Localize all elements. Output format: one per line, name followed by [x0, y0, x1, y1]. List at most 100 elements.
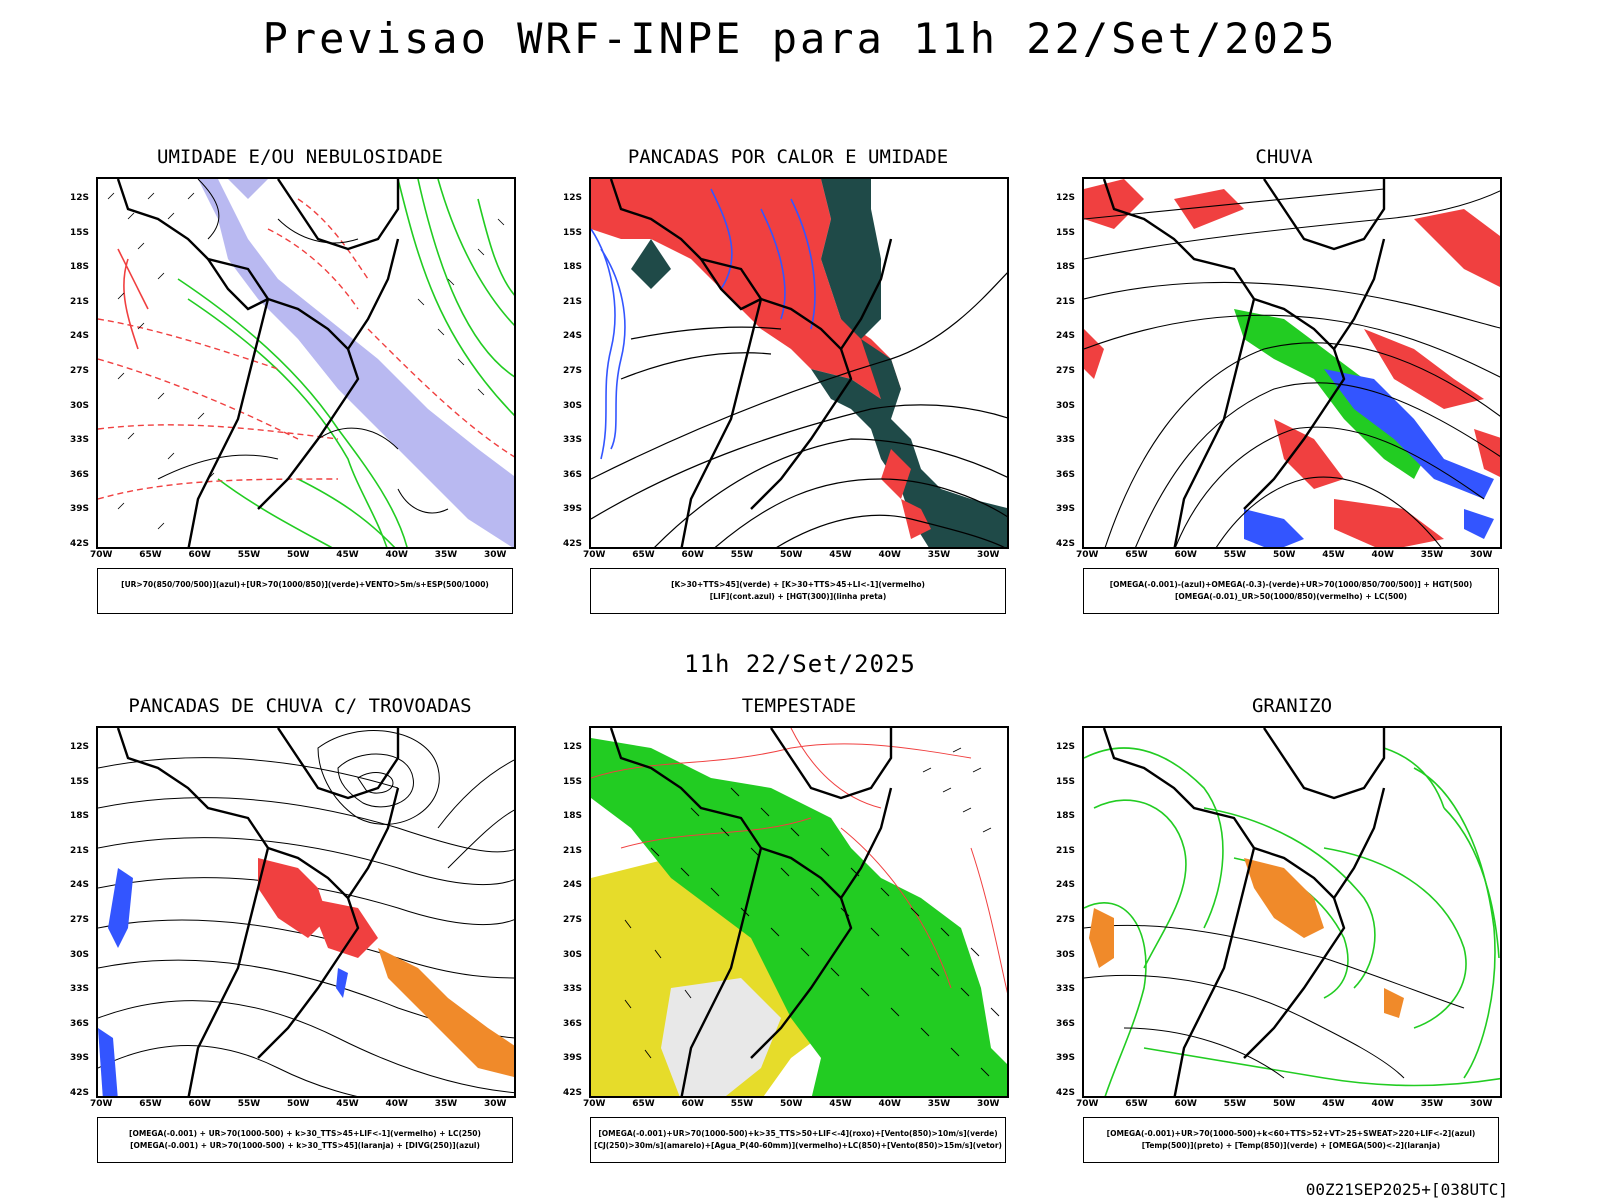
- longitude-tick-label: 35W: [1420, 550, 1444, 560]
- longitude-tick-label: 70W: [583, 1099, 606, 1109]
- latitude-tick-label: 21S: [563, 296, 583, 307]
- latitude-tick-label: 42S: [563, 1088, 583, 1098]
- longitude-tick-label: 40W: [1371, 550, 1394, 560]
- latitude-tick-label: 21S: [1056, 845, 1076, 856]
- latitude-tick-label: 30S: [70, 949, 90, 960]
- legend-chuva: [OMEGA(-0.001)-(azul)+OMEGA(-0.3)-(verde…: [1083, 568, 1499, 614]
- latitude-tick-label: 24S: [70, 880, 90, 891]
- longitude-tick-label: 40W: [878, 1099, 901, 1109]
- legend-line-1: [OMEGA(-0.001) + UR>70(1000-500) + k>30_…: [129, 1129, 481, 1138]
- latitude-tick-label: 27S: [563, 915, 583, 925]
- legend-line-2: [OMEGA(-0.001) + UR>70(1000-500) + k>30_…: [130, 1141, 480, 1150]
- longitude-tick-label: 55W: [730, 550, 754, 560]
- legend-line-1: [UR>70(850/700/500)](azul)+[UR>70(1000/8…: [121, 580, 489, 589]
- longitude-tick-label: 30W: [484, 1099, 507, 1109]
- longitude-tick-label: 55W: [1223, 550, 1247, 560]
- longitude-tick-label: 60W: [1174, 550, 1197, 560]
- longitude-tick-label: 50W: [287, 550, 310, 560]
- latitude-tick-label: 12S: [1056, 742, 1076, 752]
- latitude-tick-label: 33S: [563, 984, 583, 995]
- legend-line-2: [CJ(250)>30m/s](amarelo)+[Agua_P(40-60mm…: [594, 1141, 1002, 1150]
- latitude-tick-label: 30S: [563, 400, 583, 411]
- forecast-time-label: 11h 22/Set/2025: [684, 650, 916, 678]
- longitude-tick-label: 60W: [188, 550, 211, 560]
- longitude-tick-label: 40W: [385, 1099, 408, 1109]
- map-tempestade: [589, 726, 1009, 1098]
- latitude-tick-label: 21S: [1056, 296, 1076, 307]
- latitude-tick-label: 24S: [1056, 331, 1076, 342]
- latitude-tick-label: 27S: [70, 366, 90, 376]
- longitude-tick-label: 65W: [1125, 1099, 1148, 1109]
- legend-granizo: [OMEGA(-0.001)+UR>70(1000-500)+k<60+TTS>…: [1083, 1117, 1499, 1163]
- latitude-tick-label: 18S: [563, 262, 583, 273]
- latitude-tick-label: 39S: [1056, 1053, 1076, 1064]
- latitude-tick-label: 24S: [70, 331, 90, 342]
- longitude-tick-label: 45W: [1322, 1099, 1345, 1109]
- longitude-tick-label: 45W: [336, 1099, 359, 1109]
- map-umidade: [96, 177, 516, 549]
- latitude-tick-label: 30S: [70, 400, 90, 411]
- latitude-tick-label: 30S: [563, 949, 583, 960]
- longitude-tick-label: 40W: [1371, 1099, 1394, 1109]
- longitude-tick-label: 65W: [632, 550, 655, 560]
- legend-line-1: [K>30+TTS>45](verde) + [K>30+TTS>45+LI<-…: [671, 580, 925, 589]
- latitude-tick-label: 24S: [563, 331, 583, 342]
- longitude-tick-label: 35W: [1420, 1099, 1444, 1109]
- latitude-tick-label: 36S: [1056, 469, 1076, 480]
- legend-line-1: [OMEGA(-0.001)-(azul)+OMEGA(-0.3)-(verde…: [1109, 580, 1473, 589]
- longitude-tick-label: 55W: [237, 550, 261, 560]
- latitude-tick-label: 12S: [563, 742, 583, 752]
- map-granizo: [1082, 726, 1502, 1098]
- longitude-tick-label: 30W: [977, 1099, 1000, 1109]
- latitude-tick-label: 30S: [1056, 949, 1076, 960]
- longitude-tick-label: 60W: [1174, 1099, 1197, 1109]
- latitude-tick-label: 36S: [70, 1018, 90, 1029]
- longitude-tick-label: 30W: [1470, 1099, 1493, 1109]
- latitude-tick-label: 33S: [70, 984, 90, 995]
- longitude-tick-label: 35W: [927, 550, 951, 560]
- panel-title-pancadas-trovoadas: PANCADAS DE CHUVA C/ TROVOADAS: [128, 695, 472, 717]
- longitude-tick-label: 45W: [829, 550, 852, 560]
- longitude-tick-label: 55W: [237, 1099, 261, 1109]
- latitude-tick-label: 39S: [70, 504, 90, 515]
- latitude-tick-label: 42S: [1056, 539, 1076, 549]
- legend-line-1: [OMEGA(-0.001)+UR>70(1000-500)+k<60+TTS>…: [1106, 1129, 1476, 1138]
- legend-line-2: [OMEGA(-0.01)_UR>50(1000/850)(vermelho) …: [1174, 592, 1408, 601]
- latitude-tick-label: 18S: [1056, 262, 1076, 273]
- panel-title-umidade: UMIDADE E/OU NEBULOSIDADE: [157, 146, 443, 168]
- latitude-tick-label: 24S: [563, 880, 583, 891]
- legend-pancadas-trovoadas: [OMEGA(-0.001) + UR>70(1000-500) + k>30_…: [97, 1117, 513, 1163]
- latitude-tick-label: 33S: [1056, 984, 1076, 995]
- longitude-tick-label: 50W: [780, 1099, 803, 1109]
- latitude-tick-label: 42S: [563, 539, 583, 549]
- longitude-tick-label: 70W: [1076, 550, 1099, 560]
- latitude-tick-label: 15S: [563, 227, 583, 238]
- longitude-tick-label: 70W: [90, 1099, 113, 1109]
- longitude-tick-label: 30W: [1470, 550, 1493, 560]
- latitude-tick-label: 36S: [563, 1018, 583, 1029]
- longitude-tick-label: 70W: [583, 550, 606, 560]
- latitude-tick-label: 33S: [1056, 435, 1076, 446]
- longitude-tick-label: 65W: [1125, 550, 1148, 560]
- latitude-tick-label: 18S: [70, 811, 90, 822]
- longitude-tick-label: 30W: [484, 550, 507, 560]
- panel-title-tempestade: TEMPESTADE: [741, 695, 857, 717]
- longitude-tick-label: 65W: [632, 1099, 655, 1109]
- latitude-tick-label: 36S: [1056, 1018, 1076, 1029]
- latitude-tick-label: 15S: [1056, 776, 1076, 787]
- longitude-tick-label: 50W: [287, 1099, 310, 1109]
- latitude-tick-label: 33S: [70, 435, 90, 446]
- latitude-tick-label: 39S: [1056, 504, 1076, 515]
- longitude-tick-label: 50W: [1273, 1099, 1296, 1109]
- run-timestamp: 00Z21SEP2025+[038UTC]: [1305, 1180, 1508, 1199]
- longitude-tick-label: 50W: [780, 550, 803, 560]
- latitude-tick-label: 36S: [70, 469, 90, 480]
- latitude-tick-label: 42S: [70, 1088, 90, 1098]
- latitude-tick-label: 18S: [563, 811, 583, 822]
- latitude-tick-label: 39S: [563, 1053, 583, 1064]
- legend-pancadas-calor: [K>30+TTS>45](verde) + [K>30+TTS>45+LI<-…: [590, 568, 1006, 614]
- latitude-tick-label: 18S: [1056, 811, 1076, 822]
- longitude-tick-label: 35W: [434, 1099, 458, 1109]
- latitude-tick-label: 18S: [70, 262, 90, 273]
- longitude-tick-label: 45W: [336, 550, 359, 560]
